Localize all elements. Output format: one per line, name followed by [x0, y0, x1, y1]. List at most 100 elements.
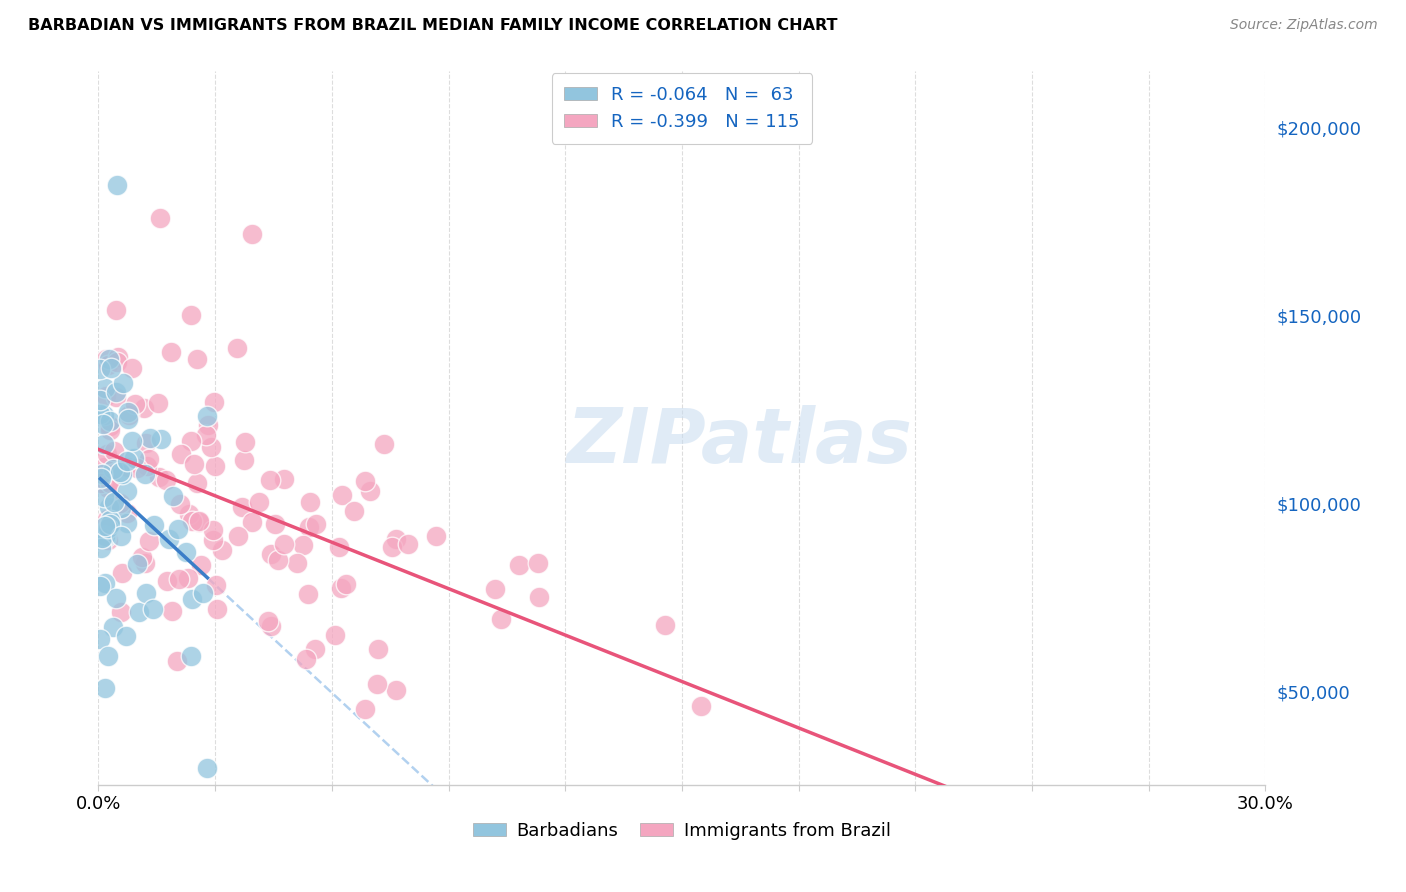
Point: [135, 586, 157, 600]
Point: [93, 381, 115, 395]
Point: [186, 351, 208, 366]
Point: [110, 529, 132, 543]
Point: [93, 460, 115, 475]
Point: [125, 460, 148, 475]
Point: [143, 518, 166, 533]
Point: [134, 556, 156, 570]
Point: [115, 516, 138, 530]
Point: [98, 474, 121, 488]
Point: [138, 451, 160, 466]
Text: BARBADIAN VS IMMIGRANTS FROM BRAZIL MEDIAN FAMILY INCOME CORRELATION CHART: BARBADIAN VS IMMIGRANTS FROM BRAZIL MEDI…: [28, 18, 838, 33]
Point: [94, 389, 117, 403]
Point: [299, 494, 322, 508]
Point: [89, 362, 111, 376]
Point: [131, 550, 153, 565]
Point: [124, 397, 146, 411]
Point: [193, 585, 215, 599]
Point: [162, 489, 184, 503]
Point: [100, 361, 122, 376]
Point: [103, 495, 125, 509]
Point: [89, 632, 111, 646]
Point: [287, 556, 309, 570]
Point: [169, 497, 191, 511]
Point: [396, 537, 419, 551]
Point: [94, 681, 117, 696]
Point: [353, 474, 375, 488]
Point: [385, 682, 408, 697]
Point: [527, 557, 550, 571]
Point: [187, 514, 209, 528]
Point: [98, 423, 121, 437]
Point: [93, 409, 115, 423]
Point: [155, 473, 177, 487]
Point: [146, 396, 169, 410]
Point: [111, 566, 134, 580]
Point: [107, 355, 129, 369]
Point: [425, 529, 447, 543]
Point: [264, 516, 287, 531]
Point: [105, 591, 128, 606]
Point: [197, 409, 219, 424]
Point: [98, 352, 121, 367]
Point: [204, 459, 226, 474]
Point: [179, 507, 201, 521]
Point: [231, 500, 253, 514]
Point: [104, 390, 127, 404]
Point: [260, 619, 283, 633]
Point: [98, 414, 121, 428]
Point: [232, 453, 254, 467]
Point: [166, 522, 188, 536]
Point: [305, 517, 328, 532]
Point: [97, 649, 120, 664]
Point: [121, 361, 143, 376]
Point: [166, 654, 188, 668]
Point: [156, 574, 179, 588]
Point: [291, 537, 314, 551]
Point: [90, 471, 112, 485]
Point: [149, 211, 172, 226]
Point: [110, 605, 132, 619]
Point: [240, 227, 263, 242]
Point: [177, 571, 200, 585]
Point: [183, 457, 205, 471]
Point: [101, 619, 124, 633]
Point: [105, 385, 128, 400]
Point: [108, 496, 131, 510]
Point: [259, 473, 281, 487]
Point: [180, 434, 202, 448]
Point: [295, 652, 318, 666]
Point: [138, 533, 160, 548]
Point: [298, 520, 321, 534]
Point: [233, 434, 256, 449]
Point: [150, 432, 173, 446]
Point: [654, 618, 676, 632]
Point: [297, 587, 319, 601]
Point: [91, 472, 114, 486]
Point: [98, 516, 121, 531]
Point: [148, 470, 170, 484]
Point: [117, 459, 139, 474]
Point: [142, 602, 165, 616]
Point: [160, 345, 183, 359]
Text: ZIPatlas: ZIPatlas: [567, 406, 914, 479]
Point: [135, 436, 157, 450]
Point: [117, 408, 139, 422]
Point: [689, 699, 711, 714]
Point: [115, 453, 138, 467]
Point: [117, 411, 139, 425]
Point: [97, 358, 120, 372]
Point: [170, 447, 193, 461]
Point: [484, 582, 506, 597]
Point: [181, 591, 204, 606]
Point: [110, 500, 132, 515]
Point: [328, 541, 350, 555]
Point: [257, 614, 280, 628]
Point: [367, 642, 389, 657]
Point: [180, 649, 202, 664]
Point: [204, 395, 226, 409]
Point: [89, 393, 111, 408]
Point: [103, 443, 125, 458]
Point: [98, 500, 121, 514]
Point: [89, 579, 111, 593]
Point: [94, 529, 117, 543]
